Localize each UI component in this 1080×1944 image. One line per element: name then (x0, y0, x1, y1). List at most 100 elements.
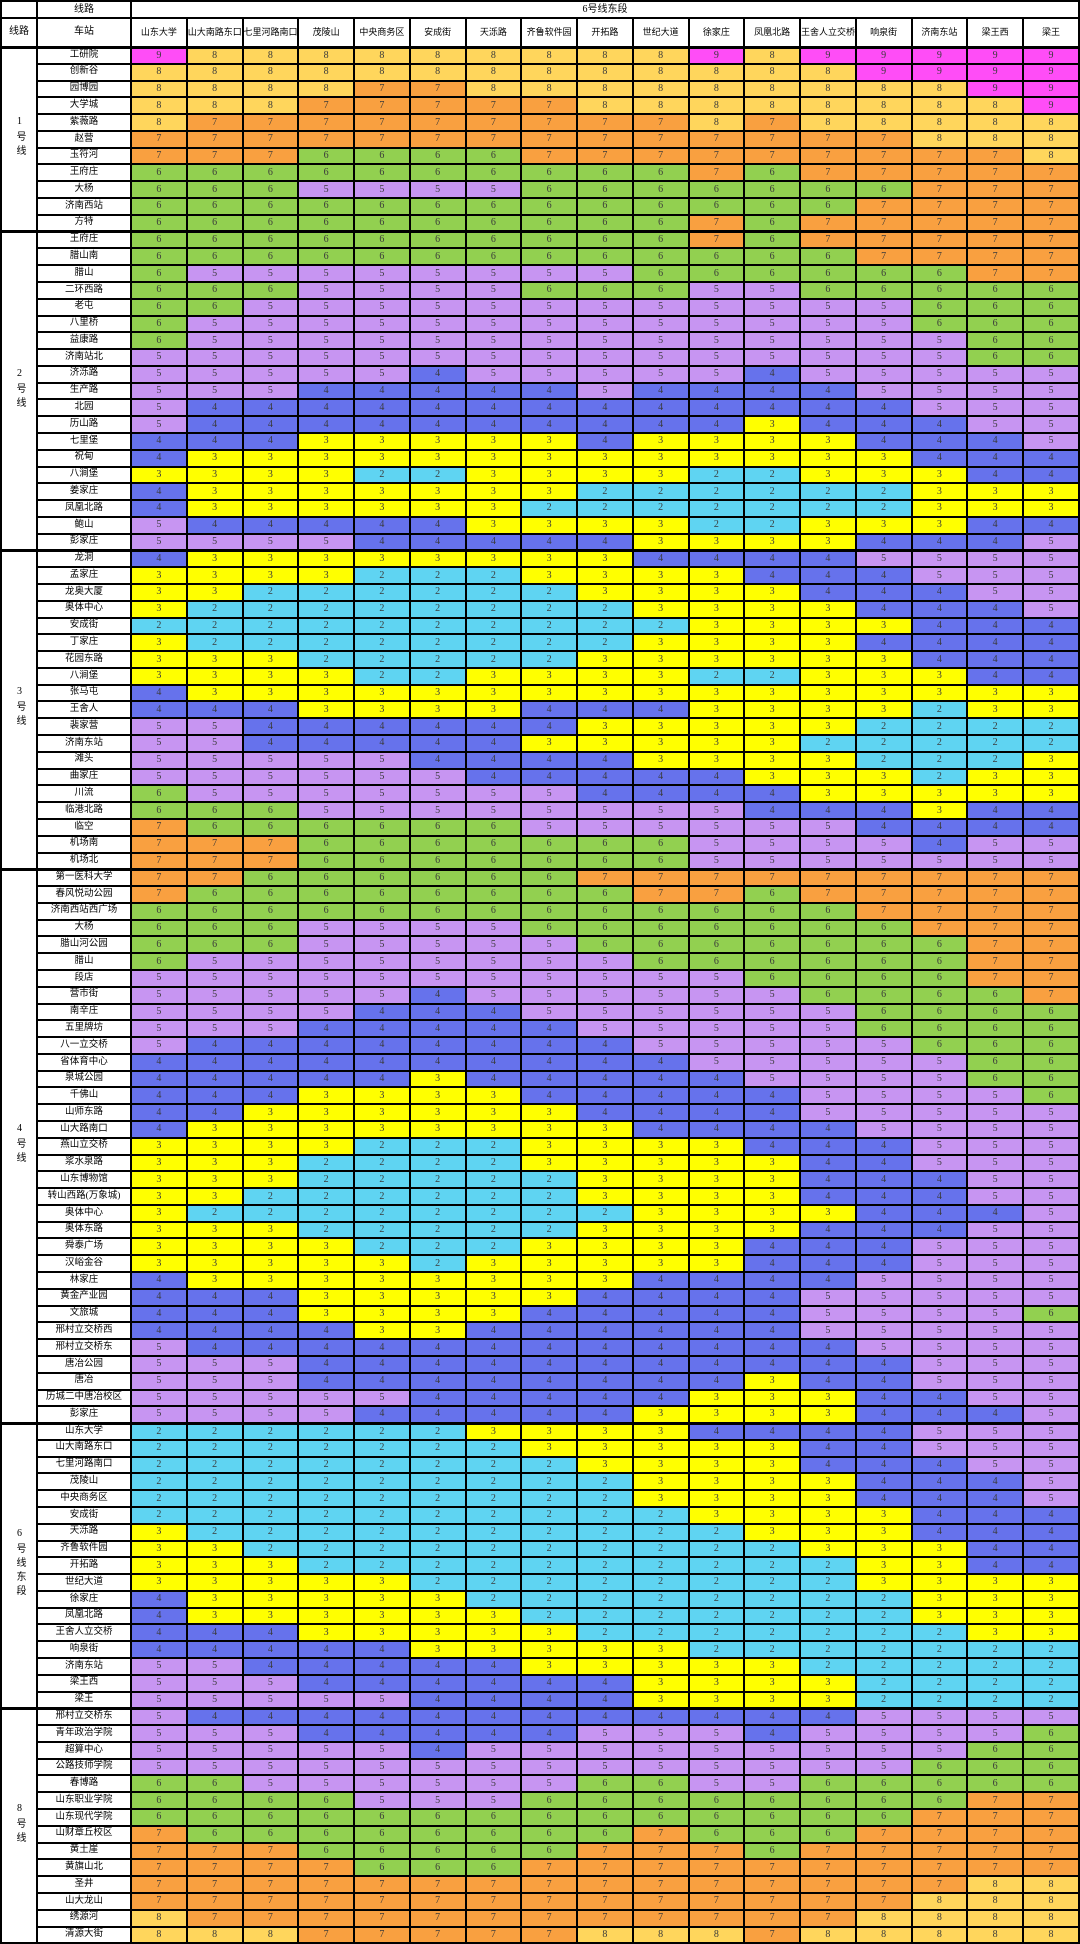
table-row: 裴家营 5 5 4 4 4 4 4 4 3 3 3 3 3 2 2 2 2 (1, 717, 1080, 737)
fare-cell: 3 (854, 616, 913, 636)
fare-cell: 6 (353, 834, 411, 854)
fare-cell: 8 (854, 1925, 913, 1944)
fare-cell: 3 (185, 583, 244, 602)
fare-cell: 4 (910, 1187, 969, 1206)
station-name: 山东现代学院 (36, 1808, 132, 1827)
fare-cell: 5 (130, 717, 188, 737)
fare-cell: 4 (464, 1657, 523, 1676)
fare-cell: 3 (297, 566, 355, 585)
fare-cell: 8 (854, 113, 913, 132)
fare-cell: 2 (520, 650, 578, 669)
fare-cell: 4 (1022, 448, 1080, 468)
fare-cell: 3 (520, 1103, 578, 1122)
station-name: 林家庄 (36, 1271, 132, 1290)
fare-cell: 3 (854, 1539, 913, 1559)
fare-cell: 3 (799, 448, 857, 468)
table-row: 历山路 5 4 4 4 4 4 4 4 4 4 4 3 4 4 4 5 5 (1, 415, 1080, 434)
fare-cell: 5 (743, 280, 801, 300)
fare-cell: 6 (687, 901, 746, 921)
fare-cell: 3 (297, 1254, 355, 1274)
table-row: 老屯 6 6 5 5 5 5 5 5 5 5 5 5 5 5 6 6 6 (1, 297, 1080, 317)
fare-cell: 4 (464, 1354, 523, 1374)
fare-cell: 6 (408, 213, 467, 233)
fare-cell: 7 (1022, 247, 1080, 267)
fare-cell: 2 (297, 1455, 355, 1475)
fare-cell: 5 (854, 851, 913, 871)
fare-cell: 6 (520, 1808, 578, 1827)
fare-cell: 2 (687, 1573, 746, 1592)
fare-cell: 3 (297, 548, 355, 569)
table-row: 腊山河公园 6 6 6 5 5 5 5 5 6 6 6 6 6 6 6 7 7 (1, 935, 1080, 955)
fare-cell: 4 (520, 1321, 578, 1341)
fare-cell: 4 (130, 700, 188, 720)
fare-cell: 4 (130, 499, 188, 518)
fare-cell: 3 (687, 1505, 746, 1525)
fare-cell: 3 (631, 1455, 690, 1475)
fare-cell: 5 (185, 1405, 244, 1425)
table-row: 八涧堡 3 3 3 3 2 2 3 3 3 3 2 2 3 3 3 4 4 (1, 465, 1080, 485)
fare-cell: 7 (966, 1841, 1024, 1861)
fare-cell: 5 (910, 1724, 969, 1743)
fare-cell: 5 (910, 1271, 969, 1290)
fare-cell: 5 (576, 297, 634, 317)
fare-cell: 5 (464, 918, 523, 938)
fare-cell: 3 (241, 1573, 300, 1592)
fare-cell: 8 (631, 45, 690, 65)
fare-cell: 4 (353, 717, 411, 737)
fare-cell: 7 (576, 113, 634, 132)
fare-cell: 2 (854, 1657, 913, 1676)
fare-cell: 3 (130, 1136, 188, 1156)
fare-table-body: 1号线 工研院 9 8 8 8 8 8 8 8 8 8 9 8 9 9 9 9 9 创新谷 8 8 8 8 8 8 8 8 8 8 8 8 8 9… (0, 45, 1080, 1944)
fare-cell: 8 (297, 62, 355, 82)
fare-cell: 2 (297, 1220, 355, 1240)
fare-cell: 5 (910, 1371, 969, 1391)
fare-cell: 6 (464, 901, 523, 921)
fare-cell: 2 (130, 1455, 188, 1475)
table-row: 王舍人 4 4 4 3 3 3 3 4 4 4 3 3 3 3 2 3 3 (1, 700, 1080, 720)
fare-cell: 7 (854, 1875, 913, 1894)
fare-cell: 4 (464, 1673, 523, 1693)
table-row: 曲家庄 5 5 5 5 5 5 4 4 4 4 4 3 3 3 2 3 3 (1, 767, 1080, 787)
fare-cell: 5 (1022, 548, 1080, 569)
fare-cell: 3 (520, 1421, 578, 1441)
fare-cell: 2 (910, 1640, 969, 1659)
fare-cell: 6 (297, 146, 355, 166)
fare-cell: 7 (353, 129, 411, 149)
fare-cell: 3 (297, 1086, 355, 1106)
fare-cell: 5 (408, 297, 467, 317)
fare-cell: 5 (1022, 1187, 1080, 1206)
fare-cell: 5 (241, 1371, 300, 1391)
fare-cell: 5 (241, 1002, 300, 1022)
table-row: 济南东站 5 5 4 4 4 4 4 3 3 3 3 3 2 2 2 2 2 (1, 1657, 1080, 1676)
fare-cell: 2 (353, 650, 411, 669)
fare-cell: 8 (966, 1908, 1024, 1928)
fare-cell: 5 (576, 1724, 634, 1743)
fare-cell: 4 (1022, 1505, 1080, 1525)
fare-cell: 3 (687, 566, 746, 585)
column-header-station: 七里河路南口 (241, 17, 300, 48)
fare-cell: 7 (464, 113, 523, 132)
fare-cell: 7 (799, 163, 857, 183)
fare-cell: 5 (1022, 364, 1080, 384)
fare-cell: 4 (631, 415, 690, 434)
fare-cell: 4 (631, 1069, 690, 1089)
fare-cell: 5 (1022, 398, 1080, 418)
fare-cell: 6 (910, 935, 969, 955)
fare-cell: 4 (353, 1036, 411, 1055)
fare-cell: 5 (576, 264, 634, 283)
fare-cell: 5 (520, 935, 578, 955)
fare-cell: 3 (743, 633, 801, 653)
fare-cell: 6 (520, 885, 578, 904)
fare-cell: 3 (687, 1220, 746, 1240)
fare-cell: 8 (464, 79, 523, 99)
fare-cell: 2 (966, 1640, 1024, 1659)
fare-cell: 5 (966, 1354, 1024, 1374)
fare-cell: 7 (966, 1791, 1024, 1811)
fare-cell: 4 (854, 532, 913, 552)
fare-cell: 8 (576, 1925, 634, 1944)
fare-cell: 7 (966, 1824, 1024, 1844)
fare-cell: 2 (520, 1505, 578, 1525)
fare-cell: 6 (799, 968, 857, 988)
fare-cell: 3 (297, 666, 355, 686)
fare-cell: 4 (687, 1103, 746, 1122)
